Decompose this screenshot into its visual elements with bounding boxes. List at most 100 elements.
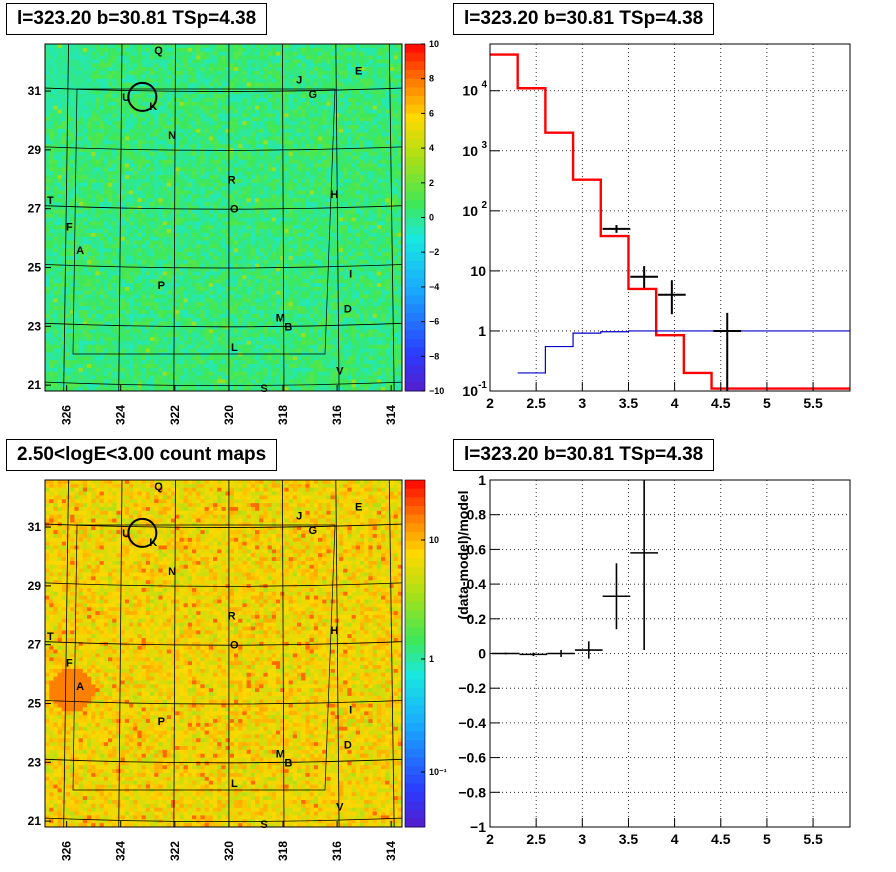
map-pixel (238, 132, 243, 137)
map-pixel (292, 163, 298, 168)
map-pixel (364, 86, 369, 91)
map-pixel (263, 209, 268, 215)
map-pixel (154, 55, 159, 60)
map-pixel (372, 86, 378, 91)
map-pixel (221, 175, 226, 180)
map-pixel (276, 63, 281, 68)
map-pixel (364, 144, 369, 149)
map-pixel (393, 148, 399, 153)
map-pixel (339, 136, 344, 141)
map-pixel (141, 94, 147, 99)
map-pixel (145, 229, 151, 234)
map-pixel (208, 202, 214, 207)
map-pixel (347, 101, 352, 107)
map-pixel (87, 140, 92, 145)
map-pixel (108, 55, 113, 60)
map-pixel (208, 267, 214, 272)
map-pixel (112, 140, 117, 145)
map-pixel (141, 44, 147, 49)
map-pixel (99, 78, 105, 83)
map-pixel (347, 121, 352, 126)
map-pixel (208, 186, 214, 191)
map-pixel (305, 198, 310, 203)
map-pixel (334, 86, 340, 91)
map-pixel (213, 97, 218, 103)
map-pixel (183, 55, 189, 60)
map-pixel (397, 51, 403, 56)
map-pixel (242, 252, 247, 257)
map-pixel (372, 217, 378, 222)
map-pixel (330, 167, 336, 172)
map-pixel (284, 171, 289, 176)
map-pixel (166, 194, 172, 199)
map-pixel (305, 67, 310, 72)
map-pixel (124, 248, 130, 253)
map-pixel (196, 94, 201, 99)
map-pixel (112, 70, 117, 76)
map-pixel (150, 256, 155, 261)
map-pixel (297, 190, 302, 195)
map-pixel (66, 101, 71, 107)
map-pixel (267, 236, 273, 242)
map-pixel (45, 155, 50, 161)
map-pixel (250, 209, 256, 215)
map-pixel (225, 144, 231, 149)
map-pixel (196, 109, 201, 114)
map-pixel (242, 178, 247, 184)
map-pixel (393, 229, 399, 234)
map-pixel (276, 182, 281, 188)
map-pixel (91, 113, 96, 118)
map-pixel (221, 244, 226, 249)
map-pixel (133, 256, 138, 261)
map-pixel (305, 121, 310, 126)
map-pixel (330, 252, 336, 257)
map-pixel (389, 132, 394, 137)
map-pixel (330, 232, 336, 238)
map-pixel (213, 229, 218, 234)
map-pixel (179, 144, 184, 149)
map-pixel (45, 229, 50, 234)
map-pixel (78, 128, 84, 134)
map-pixel (179, 171, 184, 176)
map-pixel (87, 148, 92, 153)
map-pixel (297, 202, 302, 207)
map-pixel (330, 256, 336, 261)
map-pixel (133, 121, 138, 126)
map-pixel (339, 86, 344, 91)
map-pixel (385, 178, 390, 184)
map-pixel (385, 121, 390, 126)
map-pixel (259, 229, 264, 234)
map-pixel (124, 163, 130, 168)
map-pixel (322, 182, 327, 188)
map-pixel (267, 47, 273, 53)
map-pixel (225, 97, 231, 103)
map-pixel (116, 94, 121, 99)
map-pixel (368, 113, 373, 118)
map-pixel (284, 63, 289, 68)
map-pixel (213, 121, 218, 126)
map-pixel (397, 178, 403, 184)
map-pixel (364, 55, 369, 60)
map-pixel (192, 175, 197, 180)
map-pixel (276, 94, 281, 99)
map-pixel (141, 252, 147, 257)
map-pixel (103, 82, 109, 87)
map-pixel (393, 244, 399, 249)
map-pixel (330, 113, 336, 118)
map-pixel (204, 63, 210, 68)
map-pixel (301, 51, 306, 56)
map-pixel (389, 117, 394, 122)
map-pixel (179, 256, 184, 261)
map-pixel (124, 194, 130, 199)
map-pixel (196, 256, 201, 261)
map-pixel (133, 221, 138, 226)
map-pixel (61, 94, 67, 99)
map-pixel (124, 151, 130, 157)
map-pixel (204, 74, 210, 80)
map-pixel (45, 182, 50, 188)
map-pixel (234, 117, 239, 122)
map-pixel (305, 244, 310, 249)
map-pixel (225, 182, 231, 188)
map-pixel (297, 124, 302, 130)
map-pixel (288, 159, 294, 164)
